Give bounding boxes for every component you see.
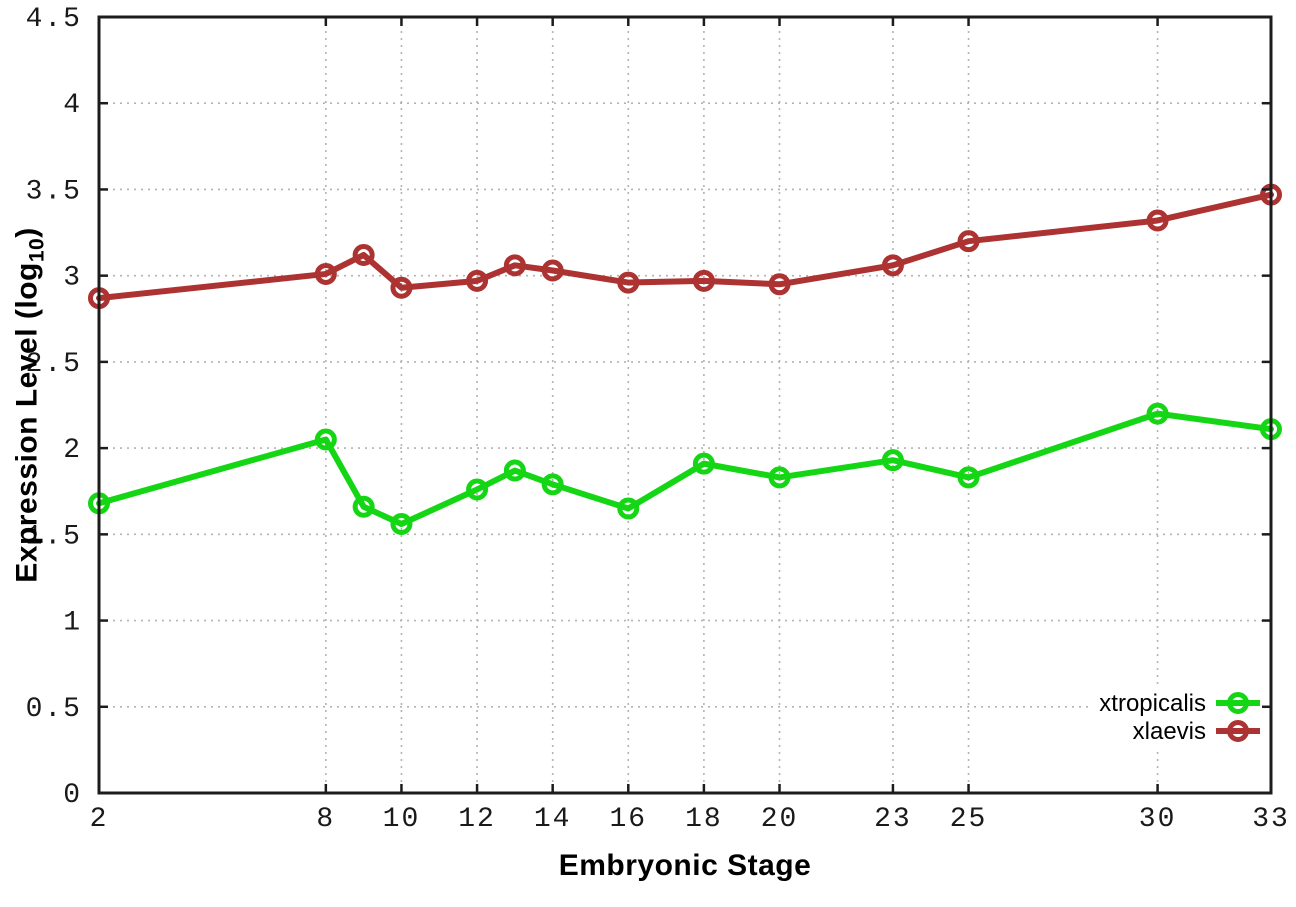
x-tick-label: 18 — [685, 804, 723, 835]
data-point-xlaevis — [617, 271, 640, 294]
data-point-xlaevis — [768, 273, 791, 296]
x-tick-label: 2 — [90, 804, 109, 835]
legend-sample-marker-xlaevis — [1227, 720, 1249, 742]
x-tick-label: 25 — [950, 804, 988, 835]
data-point-xtropicalis — [352, 495, 375, 518]
data-point-xlaevis — [390, 276, 413, 299]
data-point-xtropicalis — [314, 428, 337, 451]
y-tick-label: 1 — [63, 608, 82, 639]
data-point-xlaevis — [314, 262, 337, 285]
data-point-xlaevis — [1146, 209, 1169, 232]
data-point-xlaevis — [503, 254, 526, 277]
data-point-xtropicalis — [1146, 402, 1169, 425]
legend-label-xtropicalis: xtropicalis — [1099, 690, 1206, 717]
series-line-xlaevis — [96, 191, 1274, 302]
data-point-xlaevis — [352, 243, 375, 266]
series-line-xtropicalis — [96, 410, 1274, 527]
x-tick-label: 33 — [1252, 804, 1290, 835]
data-point-xtropicalis — [692, 452, 715, 475]
x-tick-label: 23 — [874, 804, 912, 835]
legend-sample-marker-xtropicalis — [1227, 692, 1249, 714]
plot-border — [97, 15, 1273, 795]
y-tick-label: 2.5 — [26, 349, 82, 380]
y-tick-label: 0.5 — [26, 694, 82, 725]
x-tick-label: 8 — [316, 804, 335, 835]
data-point-xtropicalis — [881, 449, 904, 472]
data-point-xlaevis — [957, 230, 980, 253]
x-tick-label: 30 — [1139, 804, 1177, 835]
y-tick-label: 4.5 — [26, 4, 82, 35]
data-point-xtropicalis — [390, 512, 413, 535]
data-point-xlaevis — [541, 259, 564, 282]
x-tick-label: 16 — [609, 804, 647, 835]
y-tick-label: 0 — [63, 780, 82, 811]
y-tick-label: 2 — [63, 435, 82, 466]
x-tick-label: 10 — [383, 804, 421, 835]
legend-label-xlaevis: xlaevis — [1133, 718, 1206, 745]
y-axis-title-subscript: 10 — [25, 237, 49, 263]
data-point-xtropicalis — [466, 478, 489, 501]
x-tick-label: 14 — [534, 804, 572, 835]
data-point-xtropicalis — [541, 473, 564, 496]
y-tick-label: 1.5 — [26, 521, 82, 552]
y-tick-label: 3.5 — [26, 176, 82, 207]
y-axis-title-close: ) — [10, 227, 44, 238]
data-point-xlaevis — [466, 269, 489, 292]
x-tick-label: 20 — [761, 804, 799, 835]
y-tick-label: 4 — [63, 90, 82, 121]
data-point-xtropicalis — [768, 466, 791, 489]
y-axis-title-text: Expression Level (log — [10, 262, 44, 583]
data-point-xlaevis — [692, 269, 715, 292]
x-axis-title: Embryonic Stage — [558, 849, 812, 882]
data-point-xtropicalis — [617, 497, 640, 520]
y-tick-label: 3 — [63, 263, 82, 294]
y-axis-title: Expression Level (log10) — [11, 227, 50, 582]
data-point-xtropicalis — [957, 466, 980, 489]
data-point-xtropicalis — [503, 459, 526, 482]
x-tick-label: 12 — [458, 804, 496, 835]
data-point-xlaevis — [881, 254, 904, 277]
